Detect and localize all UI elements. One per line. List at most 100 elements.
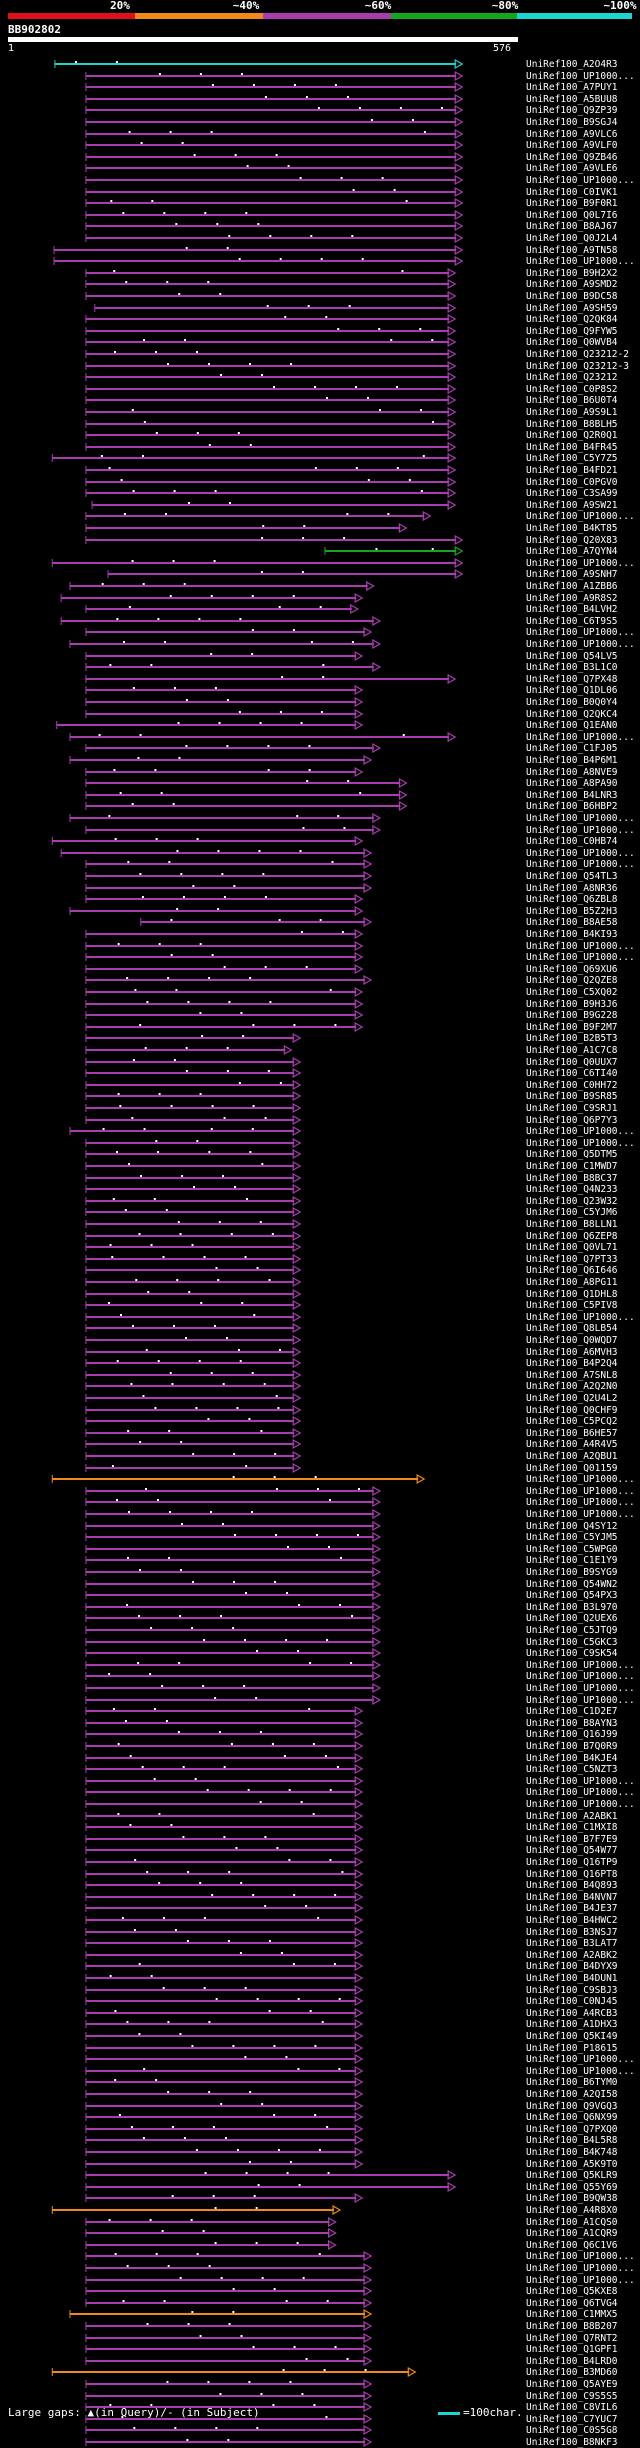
hit-label[interactable]: UniRef100_UP1000...: [526, 1799, 635, 1810]
hit-alignment[interactable]: [0, 1729, 530, 1740]
hit-alignment[interactable]: [0, 697, 530, 708]
hit-label[interactable]: UniRef100_UP1000...: [526, 511, 635, 523]
hit-row[interactable]: UniRef100_B6U0T4: [0, 395, 640, 406]
hit-label[interactable]: UniRef100_C1E1Y9: [526, 1555, 618, 1567]
hit-row[interactable]: UniRef100_UP1000...: [0, 175, 640, 186]
hit-row[interactable]: UniRef100_Q6ZBL8: [0, 894, 640, 905]
hit-alignment[interactable]: [0, 1207, 530, 1218]
hit-alignment[interactable]: [0, 1219, 530, 1230]
hit-label[interactable]: UniRef100_Q6NX99: [526, 2112, 618, 2124]
hit-alignment[interactable]: [0, 2425, 530, 2436]
hit-alignment[interactable]: [0, 186, 530, 198]
hit-row[interactable]: UniRef100_Q23212-3: [0, 360, 640, 372]
hit-alignment[interactable]: [0, 2251, 530, 2262]
hit-label[interactable]: UniRef100_Q2QK84: [526, 314, 618, 326]
hit-alignment[interactable]: [0, 894, 530, 905]
hit-row[interactable]: UniRef100_A2QBU1: [0, 1451, 640, 1462]
hit-label[interactable]: UniRef100_Q9VGQ3: [526, 2100, 618, 2112]
hit-alignment[interactable]: [0, 1752, 530, 1764]
hit-label[interactable]: UniRef100_C5JTQ9: [526, 1625, 618, 1636]
hit-alignment[interactable]: [0, 1427, 530, 1439]
hit-row[interactable]: UniRef100_B0Q0Y4: [0, 697, 640, 708]
hit-label[interactable]: UniRef100_Q2R0Q1: [526, 430, 618, 442]
hit-label[interactable]: UniRef100_A1ZBB6: [526, 581, 618, 592]
hit-row[interactable]: UniRef100_A7QYN4: [0, 546, 640, 557]
hit-alignment[interactable]: [0, 627, 530, 638]
hit-label[interactable]: UniRef100_Q0WVB4: [526, 337, 618, 349]
hit-row[interactable]: UniRef100_C5PCQ2: [0, 1416, 640, 1427]
hit-alignment[interactable]: [0, 731, 530, 743]
hit-row[interactable]: UniRef100_UP1000...: [0, 2274, 640, 2286]
hit-alignment[interactable]: [0, 2031, 530, 2042]
hit-label[interactable]: UniRef100_B4DYX9: [526, 1961, 618, 1973]
hit-label[interactable]: UniRef100_C0IVK1: [526, 186, 618, 198]
hit-alignment[interactable]: [0, 349, 530, 360]
hit-row[interactable]: UniRef100_UP1000...: [0, 1787, 640, 1798]
hit-label[interactable]: UniRef100_Q2QKC4: [526, 708, 618, 720]
hit-alignment[interactable]: [0, 1543, 530, 1555]
hit-row[interactable]: UniRef100_B6HE57: [0, 1427, 640, 1439]
hit-row[interactable]: UniRef100_A2Q2N0: [0, 1381, 640, 1392]
hit-label[interactable]: UniRef100_UP1000...: [526, 1775, 635, 1787]
hit-row[interactable]: UniRef100_A1ZBB6: [0, 581, 640, 592]
hit-label[interactable]: UniRef100_A7QYN4: [526, 546, 618, 558]
hit-row[interactable]: UniRef100_UP1000...: [0, 1659, 640, 1671]
hit-label[interactable]: UniRef100_Q54LV5: [526, 650, 618, 662]
hit-alignment[interactable]: [0, 871, 530, 882]
hit-row[interactable]: UniRef100_Q54PX3: [0, 1590, 640, 1601]
hit-alignment[interactable]: [0, 1462, 530, 1474]
hit-row[interactable]: UniRef100_B4NVN7: [0, 1891, 640, 1903]
hit-row[interactable]: UniRef100_B9F2M7: [0, 1021, 640, 1033]
hit-row[interactable]: UniRef100_UP1000...: [0, 627, 640, 638]
hit-alignment[interactable]: [0, 917, 530, 928]
hit-alignment[interactable]: [0, 1520, 530, 1532]
hit-label[interactable]: UniRef100_C0P8S2: [526, 383, 618, 395]
hit-row[interactable]: UniRef100_B8BC37: [0, 1172, 640, 1184]
hit-alignment[interactable]: [0, 1056, 530, 1068]
hit-row[interactable]: UniRef100_A6MVH3: [0, 1346, 640, 1358]
hit-label[interactable]: UniRef100_B4JE37: [526, 1903, 618, 1915]
hit-alignment[interactable]: [0, 847, 530, 859]
hit-label[interactable]: UniRef100_C8VIL6: [526, 2402, 618, 2414]
hit-row[interactable]: UniRef100_Q16PT8: [0, 1868, 640, 1880]
hit-alignment[interactable]: [0, 2042, 530, 2054]
hit-label[interactable]: UniRef100_UP1000...: [526, 2065, 635, 2077]
hit-row[interactable]: UniRef100_B4DYX9: [0, 1961, 640, 1972]
hit-label[interactable]: UniRef100_A9SW21: [526, 499, 618, 511]
hit-row[interactable]: UniRef100_B3MD60: [0, 2367, 640, 2378]
hit-row[interactable]: UniRef100_Q54LV5: [0, 650, 640, 662]
hit-row[interactable]: UniRef100_B4P2Q4: [0, 1358, 640, 1369]
hit-label[interactable]: UniRef100_B5Z2H3: [526, 905, 618, 917]
hit-row[interactable]: UniRef100_B9G228: [0, 1010, 640, 1021]
hit-alignment[interactable]: [0, 1822, 530, 1833]
hit-row[interactable]: UniRef100_Q5AYE9: [0, 2379, 640, 2390]
hit-label[interactable]: UniRef100_A2O4R3: [526, 59, 618, 70]
hit-alignment[interactable]: [0, 662, 530, 673]
hit-alignment[interactable]: [0, 2216, 530, 2228]
hit-alignment[interactable]: [0, 1509, 530, 1520]
hit-row[interactable]: UniRef100_UP1000...: [0, 1311, 640, 1323]
hit-row[interactable]: UniRef100_C9S5S5: [0, 2390, 640, 2402]
hit-label[interactable]: UniRef100_C0S5G8: [526, 2425, 618, 2437]
hit-row[interactable]: UniRef100_UP1000...: [0, 1126, 640, 1137]
hit-label[interactable]: UniRef100_Q54TL3: [526, 871, 618, 882]
hit-row[interactable]: UniRef100_A7PUY1: [0, 82, 640, 93]
hit-label[interactable]: UniRef100_Q0CHF9: [526, 1404, 618, 1416]
hit-alignment[interactable]: [0, 905, 530, 917]
hit-alignment[interactable]: [0, 801, 530, 812]
hit-label[interactable]: UniRef100_Q55Y69: [526, 2181, 618, 2193]
hit-row[interactable]: UniRef100_A9VLF0: [0, 140, 640, 151]
hit-label[interactable]: UniRef100_B9G228: [526, 1010, 618, 1022]
hit-label[interactable]: UniRef100_Q16PT8: [526, 1868, 618, 1880]
hit-alignment[interactable]: [0, 604, 530, 615]
hit-label[interactable]: UniRef100_A1C7C8: [526, 1045, 618, 1056]
hit-label[interactable]: UniRef100_B4NVN7: [526, 1891, 618, 1903]
hit-row[interactable]: UniRef100_UP1000...: [0, 2251, 640, 2262]
hit-row[interactable]: UniRef100_C5YJM5: [0, 1532, 640, 1543]
hit-label[interactable]: UniRef100_Q23212-2: [526, 349, 629, 360]
hit-label[interactable]: UniRef100_Q7PT33: [526, 1253, 618, 1265]
hit-row[interactable]: UniRef100_A5K9T0: [0, 2158, 640, 2170]
hit-alignment[interactable]: [0, 836, 530, 847]
hit-alignment[interactable]: [0, 1787, 530, 1798]
hit-label[interactable]: UniRef100_C1MXI8: [526, 1822, 618, 1834]
